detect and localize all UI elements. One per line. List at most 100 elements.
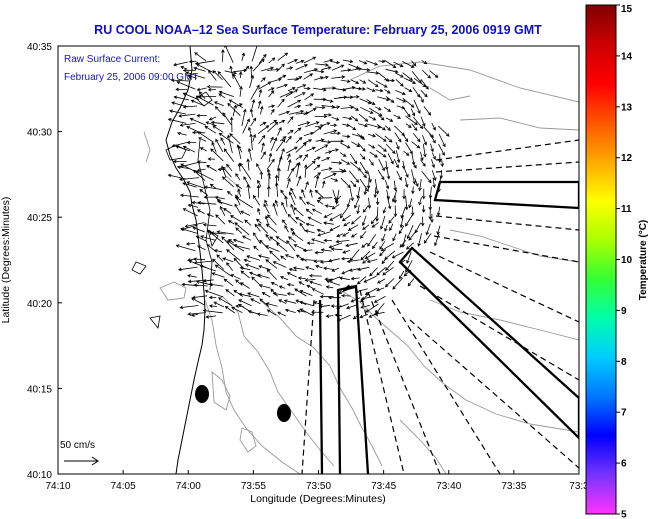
current-vector — [358, 113, 369, 122]
current-vector — [323, 221, 334, 225]
current-vector — [182, 182, 197, 188]
current-vector — [413, 77, 427, 88]
current-vector — [300, 257, 316, 262]
current-vector — [384, 125, 392, 131]
current-vector — [377, 278, 386, 284]
current-vector — [226, 163, 233, 172]
current-vector — [348, 268, 359, 272]
current-vector — [380, 243, 394, 252]
radar-beams-dashed — [301, 139, 579, 474]
current-vector — [411, 123, 418, 132]
current-vector — [191, 297, 205, 306]
current-vector — [190, 313, 198, 317]
current-vector — [268, 152, 273, 162]
current-vector — [246, 292, 260, 298]
current-vector — [277, 155, 283, 171]
current-vector — [184, 222, 205, 228]
current-vector — [360, 67, 371, 72]
current-vector — [320, 248, 332, 252]
current-vector — [420, 96, 424, 103]
current-vector — [225, 289, 235, 297]
current-vector — [303, 56, 317, 64]
current-vector — [381, 233, 386, 242]
current-vector — [420, 216, 425, 227]
current-vector — [402, 97, 415, 108]
current-vector — [377, 96, 391, 102]
current-vector — [222, 112, 232, 126]
current-vector — [287, 116, 294, 124]
current-vector — [378, 159, 385, 172]
colorbar-tick-label: 11 — [621, 204, 632, 215]
current-vector — [321, 157, 331, 162]
current-vector — [359, 98, 372, 105]
current-vector — [213, 249, 223, 253]
current-vector — [360, 295, 376, 301]
current-vector — [413, 116, 424, 130]
current-vector — [429, 70, 439, 78]
current-vector — [384, 59, 397, 68]
current-vector — [421, 171, 432, 184]
current-vector — [311, 238, 325, 244]
current-vector — [281, 219, 288, 226]
current-vector — [295, 254, 307, 262]
current-vector — [260, 105, 264, 115]
current-vector — [272, 202, 278, 216]
current-vector — [417, 233, 422, 247]
current-vector — [256, 163, 262, 172]
current-vector — [357, 133, 366, 140]
current-vector — [288, 109, 305, 115]
current-vector — [169, 109, 187, 115]
current-vector — [295, 64, 308, 71]
current-vector — [386, 195, 392, 210]
current-vector — [351, 133, 364, 139]
current-vector — [299, 308, 313, 316]
current-vector — [241, 108, 247, 126]
current-vector — [331, 105, 341, 109]
current-vector — [318, 304, 331, 309]
current-vector — [180, 163, 196, 172]
y-tick-label: 40:30 — [27, 128, 52, 139]
x-tick-label: 73:35 — [501, 481, 526, 492]
current-vector — [342, 250, 351, 254]
current-vector — [229, 116, 234, 133]
current-vector — [267, 214, 277, 226]
current-vector — [226, 262, 234, 271]
current-vector — [299, 222, 306, 232]
current-vector — [233, 289, 244, 297]
current-vector — [340, 256, 350, 261]
current-vector — [215, 138, 224, 153]
current-vector — [195, 95, 214, 106]
current-vector — [305, 160, 316, 170]
current-vector — [313, 301, 324, 306]
current-vector — [412, 87, 421, 98]
current-vector — [422, 134, 427, 146]
current-vector — [236, 144, 242, 160]
current-vector — [393, 61, 404, 68]
current-vector — [340, 177, 351, 189]
current-vector — [217, 71, 232, 88]
colorbar-tick-label: 13 — [621, 102, 633, 113]
current-vector — [246, 158, 250, 171]
y-tick-label: 40:20 — [27, 299, 52, 310]
current-vector — [418, 179, 422, 192]
current-vector — [399, 270, 405, 280]
current-vector — [302, 248, 313, 253]
current-vector — [316, 199, 324, 205]
current-vector — [277, 167, 281, 181]
current-vector — [247, 310, 259, 315]
current-vector — [368, 158, 374, 166]
current-vector — [192, 257, 205, 261]
current-vector — [268, 87, 275, 91]
current-vector — [186, 140, 197, 145]
current-vector — [382, 207, 387, 214]
current-vector — [362, 224, 370, 230]
current-vector — [340, 159, 351, 165]
current-vector — [280, 255, 287, 261]
colorbar-tick-label: 15 — [621, 4, 633, 15]
current-vector — [186, 181, 205, 189]
current-vector — [404, 177, 409, 188]
current-vector — [286, 153, 291, 161]
current-vector — [230, 274, 241, 280]
current-vector — [238, 299, 252, 307]
current-vector — [218, 93, 226, 99]
